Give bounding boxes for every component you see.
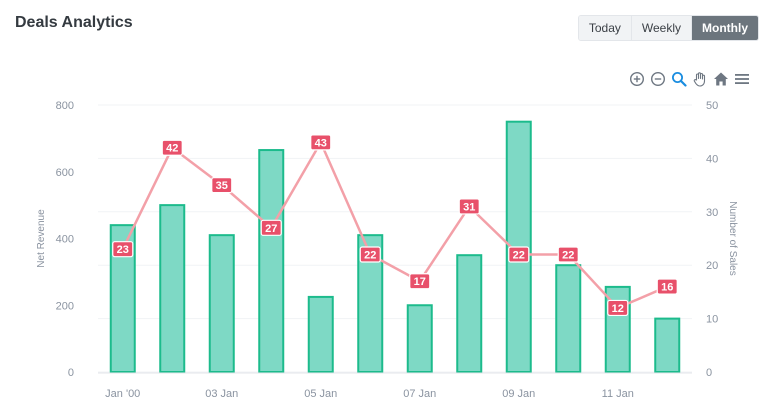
pan-hand-icon[interactable] bbox=[692, 71, 708, 87]
tab-today[interactable]: Today bbox=[578, 16, 632, 40]
bar bbox=[406, 304, 433, 373]
y-right-tick-label: 40 bbox=[706, 153, 718, 165]
data-label-bg bbox=[607, 299, 629, 317]
zoom-out-icon[interactable] bbox=[650, 71, 666, 87]
y-left-tick-label: 400 bbox=[56, 234, 74, 246]
data-label: 22 bbox=[364, 250, 376, 262]
bar bbox=[456, 254, 483, 373]
data-label: 16 bbox=[661, 282, 673, 294]
data-label: 22 bbox=[513, 250, 525, 262]
data-label: 31 bbox=[463, 201, 475, 213]
page-title: Deals Analytics bbox=[15, 14, 133, 31]
y-left-axis-title: Net Revenue bbox=[36, 209, 47, 268]
bar bbox=[654, 317, 681, 374]
tab-weekly[interactable]: Weekly bbox=[631, 16, 692, 40]
home-reset-icon[interactable] bbox=[713, 71, 729, 87]
y-right-tick-label: 10 bbox=[706, 314, 718, 326]
line-series bbox=[121, 141, 668, 310]
x-tick-label: 07 Jan bbox=[403, 388, 436, 400]
bar bbox=[208, 234, 235, 373]
data-label: 17 bbox=[414, 276, 426, 288]
chart-toolbar bbox=[629, 71, 750, 87]
bar bbox=[258, 149, 285, 373]
data-label-bg bbox=[260, 219, 282, 236]
zoom-in-icon[interactable] bbox=[629, 71, 645, 87]
data-label: 22 bbox=[562, 250, 574, 262]
data-label-bg bbox=[409, 273, 431, 290]
data-label-bg bbox=[656, 278, 678, 295]
x-tick-label: 11 Jan bbox=[602, 388, 634, 400]
y-left-tick-label: 200 bbox=[56, 300, 74, 312]
data-label-bg bbox=[359, 246, 381, 263]
period-toggle: Today Weekly Monthly bbox=[577, 15, 759, 41]
data-label: 27 bbox=[265, 223, 277, 235]
data-label-bg bbox=[458, 198, 480, 215]
data-label-bg bbox=[557, 246, 579, 263]
selection-zoom-icon[interactable] bbox=[671, 71, 687, 87]
y-right-axis-title: Number of Sales bbox=[727, 201, 738, 275]
data-label: 35 bbox=[216, 180, 228, 192]
bar bbox=[307, 295, 334, 373]
y-left-tick-label: 600 bbox=[56, 167, 74, 179]
data-label-bg bbox=[508, 246, 530, 263]
x-tick-label: 05 Jan bbox=[304, 388, 337, 400]
bar bbox=[555, 264, 582, 374]
data-label: 23 bbox=[117, 244, 129, 256]
data-label-bg bbox=[112, 241, 134, 258]
y-left-tick-label: 800 bbox=[56, 100, 74, 112]
y-right-tick-label: 30 bbox=[706, 207, 718, 219]
menu-icon[interactable] bbox=[734, 71, 750, 87]
x-tick-label: Jan '00 bbox=[105, 388, 140, 400]
data-label-bg bbox=[161, 139, 183, 156]
bar bbox=[159, 204, 186, 373]
y-right-tick-label: 50 bbox=[706, 100, 718, 112]
data-label: 42 bbox=[166, 143, 178, 155]
y-right-tick-label: 20 bbox=[706, 260, 718, 272]
data-label: 12 bbox=[612, 303, 624, 315]
tab-monthly[interactable]: Monthly bbox=[692, 16, 758, 40]
data-label-bg bbox=[211, 177, 233, 194]
data-label: 43 bbox=[315, 137, 327, 149]
x-tick-label: 03 Jan bbox=[205, 388, 238, 400]
data-label-bg bbox=[310, 134, 332, 151]
y-right-tick-label: 0 bbox=[706, 367, 712, 379]
x-tick-label: 09 Jan bbox=[502, 388, 535, 400]
y-left-tick-label: 0 bbox=[68, 367, 74, 379]
